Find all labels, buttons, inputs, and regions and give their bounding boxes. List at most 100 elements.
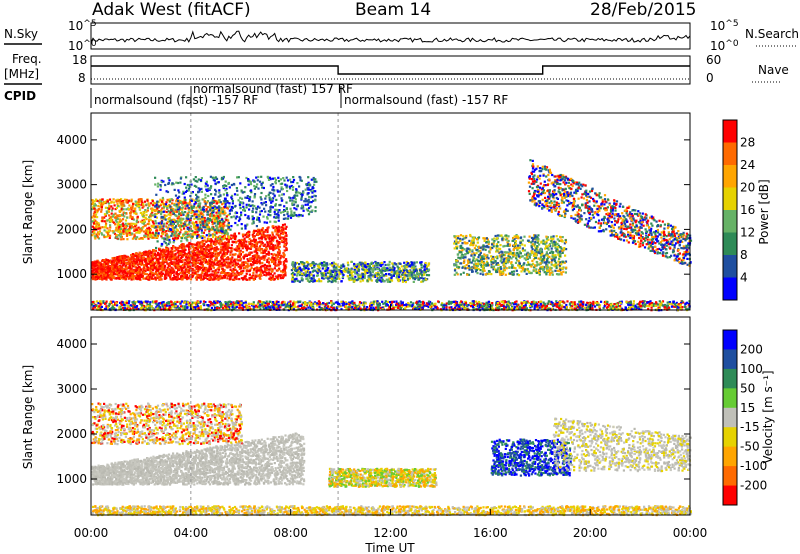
range-gate — [223, 276, 226, 279]
range-gate — [142, 277, 145, 280]
range-gate — [215, 240, 219, 243]
range-gate — [252, 262, 255, 265]
range-gate — [158, 272, 161, 275]
range-gate — [235, 247, 238, 250]
range-gate — [209, 238, 213, 242]
range-gate — [250, 275, 254, 278]
range-gate — [142, 230, 145, 233]
range-gate — [265, 268, 268, 271]
range-gate — [183, 254, 186, 257]
range-gate — [239, 196, 242, 199]
range-gate — [227, 214, 230, 217]
range-gate — [207, 249, 210, 253]
range-gate — [166, 266, 169, 269]
range-gate — [115, 206, 118, 210]
range-gate — [278, 194, 281, 197]
range-gate — [282, 261, 285, 264]
range-gate — [126, 216, 129, 219]
range-gate — [203, 276, 206, 279]
range-gate — [203, 200, 206, 203]
range-gate — [274, 182, 277, 185]
range-gate — [94, 262, 97, 265]
range-gate — [218, 213, 221, 216]
range-gate — [213, 250, 216, 253]
range-gate — [162, 180, 165, 183]
range-gate — [205, 223, 208, 227]
range-gate — [272, 277, 275, 281]
range-gate — [131, 276, 135, 279]
range-gate — [217, 229, 220, 232]
range-gate — [112, 263, 116, 266]
range-gate — [273, 272, 276, 275]
range-gate — [228, 212, 231, 215]
range-gate — [305, 208, 308, 211]
range-gate — [181, 259, 184, 262]
range-gate — [96, 199, 99, 202]
range-gate — [200, 211, 203, 214]
range-gate — [155, 257, 158, 260]
range-gate — [272, 258, 275, 261]
range-gate — [186, 268, 189, 271]
range-gate — [205, 247, 208, 250]
range-gate — [244, 233, 247, 236]
range-gate — [97, 274, 100, 277]
range-gate — [91, 270, 94, 273]
range-gate — [263, 251, 266, 254]
range-gate — [149, 272, 152, 275]
range-gate — [245, 236, 248, 239]
range-gate — [102, 266, 106, 269]
range-gate — [281, 193, 284, 196]
range-gate — [177, 263, 180, 266]
range-gate — [104, 226, 107, 229]
range-gate — [165, 244, 169, 247]
range-gate — [121, 213, 124, 216]
range-gate — [253, 187, 256, 190]
range-gate — [228, 202, 231, 205]
range-gate — [257, 267, 260, 270]
range-gate — [186, 227, 189, 231]
range-gate — [171, 267, 174, 270]
range-gate — [242, 209, 245, 212]
range-gate — [193, 243, 197, 246]
range-gate — [146, 209, 149, 212]
range-gate — [230, 250, 233, 253]
range-gate — [286, 189, 289, 193]
range-gate — [108, 205, 111, 208]
range-gate — [184, 220, 187, 224]
range-gate — [222, 226, 225, 230]
range-gate — [184, 273, 187, 277]
range-gate — [147, 260, 150, 263]
range-gate — [284, 217, 287, 220]
range-gate — [107, 265, 110, 268]
range-gate — [245, 244, 248, 247]
range-gate — [128, 270, 131, 273]
range-gate — [149, 214, 152, 217]
range-gate — [176, 272, 179, 276]
range-gate — [277, 268, 280, 272]
range-gate — [223, 263, 226, 266]
range-gate — [267, 253, 270, 256]
range-gate — [179, 221, 183, 224]
range-gate — [255, 260, 258, 263]
range-gate — [198, 213, 201, 216]
range-gate — [204, 226, 207, 229]
range-gate — [282, 256, 285, 259]
range-gate — [126, 228, 129, 231]
range-gate — [130, 222, 133, 225]
range-gate — [106, 219, 109, 222]
range-gate — [136, 215, 139, 218]
range-gate — [167, 210, 170, 213]
range-gate — [111, 265, 114, 268]
range-gate — [280, 274, 283, 277]
range-gate — [253, 240, 256, 243]
range-gate — [264, 249, 267, 252]
range-gate — [279, 261, 282, 264]
range-gate — [268, 277, 271, 280]
range-gate — [207, 270, 210, 273]
range-gate — [196, 245, 200, 248]
range-gate — [148, 262, 151, 265]
range-gate — [109, 271, 112, 274]
range-gate — [263, 258, 266, 261]
range-gate — [197, 202, 200, 205]
range-gate — [139, 273, 142, 276]
